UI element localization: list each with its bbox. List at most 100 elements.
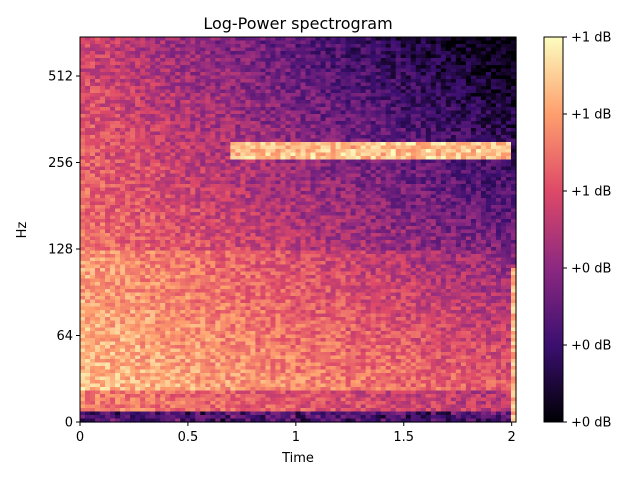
heatmap-cell xyxy=(240,194,246,199)
heatmap-cell xyxy=(360,61,367,66)
heatmap-cell xyxy=(450,110,457,115)
heatmap-cell xyxy=(320,229,327,234)
heatmap-cell xyxy=(145,198,151,203)
heatmap-cell xyxy=(440,128,447,133)
heatmap-cell xyxy=(300,138,307,143)
heatmap-cell xyxy=(115,229,121,234)
heatmap-cell xyxy=(150,72,156,77)
heatmap-cell xyxy=(450,65,457,70)
heatmap-cell xyxy=(155,75,161,80)
heatmap-cell xyxy=(110,201,116,206)
heatmap-cell xyxy=(285,229,292,234)
heatmap-cell xyxy=(230,107,236,112)
heatmap-cell xyxy=(135,212,141,217)
heatmap-cell xyxy=(370,159,377,164)
heatmap-cell xyxy=(195,117,201,122)
heatmap-cell xyxy=(140,187,146,192)
heatmap-cell xyxy=(480,201,487,206)
heatmap-cell xyxy=(140,219,146,224)
heatmap-cell xyxy=(460,89,467,94)
heatmap-cell xyxy=(105,110,111,115)
heatmap-cell xyxy=(310,180,317,185)
heatmap-cell xyxy=(335,86,342,91)
heatmap-cell xyxy=(325,37,332,42)
heatmap-cell xyxy=(450,229,457,234)
heatmap-cell xyxy=(135,194,141,199)
heatmap-cell xyxy=(170,86,176,91)
heatmap-cell xyxy=(275,89,282,94)
heatmap-cell xyxy=(325,159,332,164)
heatmap-cell xyxy=(180,37,186,42)
heatmap-cell xyxy=(205,194,211,199)
heatmap-cell xyxy=(250,103,256,108)
heatmap-cell xyxy=(175,236,181,241)
heatmap-cell xyxy=(475,107,482,112)
heatmap-cell xyxy=(320,194,327,199)
heatmap-cell xyxy=(185,117,191,122)
heatmap-cell xyxy=(215,124,221,129)
heatmap-cell xyxy=(495,86,502,91)
heatmap-cell xyxy=(195,100,201,105)
heatmap-cell xyxy=(155,135,161,140)
heatmap-cell xyxy=(365,96,372,101)
heatmap-cell xyxy=(195,114,201,119)
heatmap-cell xyxy=(225,219,231,224)
heatmap-cell xyxy=(195,166,201,171)
heatmap-cell xyxy=(80,58,86,63)
heatmap-cell xyxy=(260,226,267,231)
heatmap-cell xyxy=(395,191,402,196)
heatmap-cell xyxy=(145,177,151,182)
heatmap-cell xyxy=(350,152,357,157)
heatmap-cell xyxy=(465,96,472,101)
heatmap-cell xyxy=(425,145,432,150)
heatmap-cell xyxy=(290,79,297,84)
heatmap-cell xyxy=(250,180,256,185)
heatmap-cell xyxy=(365,187,372,192)
heatmap-cell xyxy=(270,201,277,206)
heatmap-cell xyxy=(170,124,176,129)
heatmap-cell xyxy=(430,145,437,150)
heatmap-cell xyxy=(350,103,357,108)
heatmap-cell xyxy=(80,142,86,147)
heatmap-cell xyxy=(380,100,387,105)
heatmap-cell xyxy=(425,68,432,73)
heatmap-cell xyxy=(165,37,171,42)
heatmap-cell xyxy=(90,201,96,206)
heatmap-cell xyxy=(425,156,432,161)
heatmap-cell xyxy=(510,194,517,199)
heatmap-cell xyxy=(390,170,397,175)
heatmap-cell xyxy=(285,128,292,133)
heatmap-cell xyxy=(390,152,397,157)
heatmap-cell xyxy=(385,149,392,154)
heatmap-cell xyxy=(90,198,96,203)
heatmap-cell xyxy=(500,159,507,164)
heatmap-cell xyxy=(120,58,126,63)
heatmap-cell xyxy=(225,138,231,143)
heatmap-cell xyxy=(215,215,221,220)
heatmap-cell xyxy=(480,128,487,133)
heatmap-cell xyxy=(380,135,387,140)
heatmap-cell xyxy=(395,121,402,126)
heatmap-cell xyxy=(145,152,151,157)
heatmap-cell xyxy=(245,194,251,199)
heatmap-cell xyxy=(360,177,367,182)
heatmap-cell xyxy=(455,72,462,77)
heatmap-cell xyxy=(115,37,121,42)
heatmap-cell xyxy=(465,173,472,178)
heatmap-cell xyxy=(100,44,106,49)
heatmap-cell xyxy=(380,128,387,133)
heatmap-cell xyxy=(400,44,407,49)
heatmap-cell xyxy=(400,61,407,66)
heatmap-cell xyxy=(95,54,101,59)
heatmap-cell xyxy=(335,51,342,56)
heatmap-cell xyxy=(340,121,347,126)
heatmap-cell xyxy=(200,152,206,157)
heatmap-cell xyxy=(110,142,116,147)
heatmap-cell xyxy=(495,215,502,220)
heatmap-cell xyxy=(490,89,497,94)
heatmap-cell xyxy=(505,79,512,84)
heatmap-cell xyxy=(470,215,477,220)
heatmap-cell xyxy=(130,61,136,66)
heatmap-cell xyxy=(470,173,477,178)
heatmap-cell xyxy=(350,163,357,168)
